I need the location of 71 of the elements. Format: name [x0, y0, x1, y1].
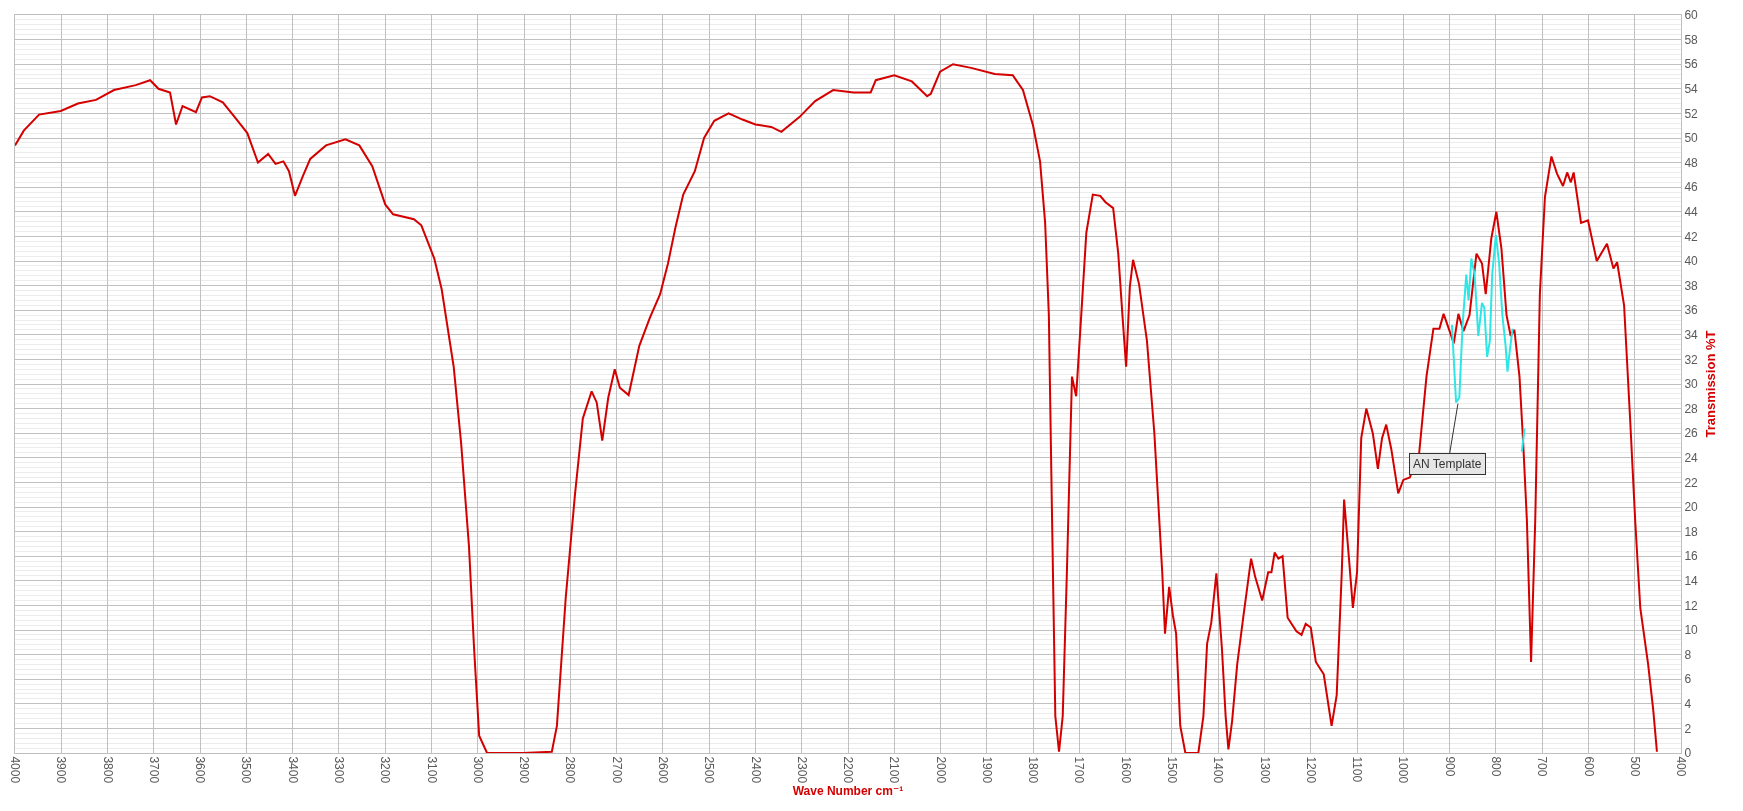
- x-tick-label: 3700: [146, 756, 161, 784]
- x-tick-label: 1100: [1350, 756, 1365, 783]
- y-tick-label: 40: [1684, 254, 1699, 269]
- x-tick-label: 2000: [933, 756, 948, 784]
- y-tick-label: 30: [1684, 377, 1699, 392]
- y-tick-label: 38: [1684, 278, 1699, 293]
- x-tick-label: 1500: [1165, 756, 1180, 784]
- y-tick-label: 54: [1684, 82, 1699, 96]
- x-tick-label: 4000: [8, 756, 23, 784]
- x-tick-label: 1400: [1211, 756, 1226, 784]
- x-tick-label: 1200: [1303, 756, 1318, 784]
- y-tick-label: 32: [1684, 352, 1699, 367]
- x-tick-label: 3200: [378, 756, 393, 784]
- y-tick-label: 10: [1684, 623, 1699, 638]
- x-tick-label: 3100: [424, 756, 439, 784]
- x-tick-label: 800: [1488, 756, 1503, 777]
- annotation: AN Template: [1413, 457, 1482, 471]
- x-tick-label: 2400: [748, 756, 763, 784]
- y-tick-label: 46: [1684, 180, 1699, 195]
- y-tick-label: 48: [1684, 155, 1699, 170]
- x-tick-label: 2100: [887, 756, 902, 784]
- x-tick-label: 2800: [563, 756, 578, 784]
- x-tick-label: 2700: [609, 756, 624, 784]
- y-tick-label: 50: [1684, 131, 1699, 146]
- x-tick-label: 1900: [979, 756, 994, 784]
- x-tick-label: 2600: [655, 756, 670, 784]
- line-series: [15, 63, 1658, 753]
- x-tick-label: 1600: [1118, 756, 1133, 784]
- x-tick-label: 700: [1535, 756, 1550, 777]
- x-tick-label: 1000: [1396, 756, 1411, 784]
- y-tick-label: 16: [1684, 549, 1699, 564]
- y-axis-title: Transmission %T: [1702, 330, 1718, 438]
- x-axis-title: Wave Number cm⁻¹: [792, 784, 904, 799]
- x-tick-label: 2300: [794, 756, 809, 784]
- x-tick-label: 600: [1581, 756, 1596, 777]
- x-tick-label: 1300: [1257, 756, 1272, 784]
- y-tick-label: 52: [1684, 106, 1699, 121]
- x-tick-label: 3800: [100, 756, 115, 784]
- x-tick-label: 3600: [193, 756, 208, 784]
- y-tick-label: 14: [1684, 574, 1699, 588]
- y-tick-label: 24: [1684, 451, 1699, 465]
- y-tick-label: 44: [1684, 205, 1699, 219]
- x-tick-label: 2500: [702, 756, 717, 784]
- y-tick-label: 58: [1684, 32, 1699, 47]
- x-tick-label: 400: [1674, 756, 1689, 777]
- y-tick-label: 4: [1684, 697, 1692, 711]
- y-tick-label: 6: [1684, 672, 1692, 687]
- y-tick-label: 28: [1684, 401, 1699, 416]
- y-tick-label: 26: [1684, 426, 1699, 441]
- x-tick-label: 3000: [470, 756, 485, 784]
- y-tick-label: 60: [1684, 8, 1699, 23]
- x-tick-label: 2900: [517, 756, 532, 784]
- y-tick-label: 42: [1684, 229, 1699, 244]
- x-tick-label: 2200: [841, 756, 856, 784]
- y-tick-label: 22: [1684, 475, 1699, 490]
- y-tick-label: 8: [1684, 647, 1692, 662]
- y-tick-label: 18: [1684, 524, 1699, 539]
- x-tick-label: 500: [1627, 756, 1642, 777]
- y-tick-label: 34: [1684, 328, 1699, 342]
- x-tick-label: 3500: [239, 756, 254, 784]
- y-tick-label: 56: [1684, 57, 1699, 72]
- x-tick-label: 900: [1442, 756, 1457, 777]
- y-tick-label: 2: [1684, 721, 1692, 736]
- x-tick-label: 3300: [332, 756, 347, 784]
- x-tick-label: 3900: [54, 756, 69, 784]
- y-tick-label: 12: [1684, 598, 1699, 613]
- x-tick-label: 3400: [285, 756, 300, 784]
- x-tick-label: 1800: [1026, 756, 1041, 784]
- y-tick-label: 36: [1684, 303, 1699, 318]
- x-tick-label: 1700: [1072, 756, 1087, 784]
- y-tick-label: 20: [1684, 500, 1699, 515]
